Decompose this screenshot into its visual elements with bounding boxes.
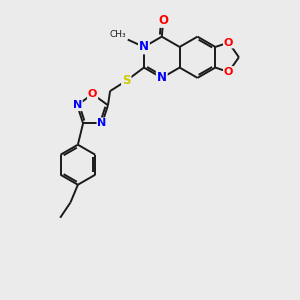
Text: N: N [139, 40, 149, 53]
Text: N: N [157, 71, 167, 84]
Text: O: O [224, 67, 233, 77]
Text: O: O [224, 38, 233, 47]
Text: O: O [158, 14, 168, 27]
Text: N: N [73, 100, 82, 110]
Text: N: N [98, 118, 107, 128]
Text: O: O [88, 89, 97, 99]
Text: S: S [122, 74, 130, 87]
Text: CH₃: CH₃ [110, 30, 126, 39]
